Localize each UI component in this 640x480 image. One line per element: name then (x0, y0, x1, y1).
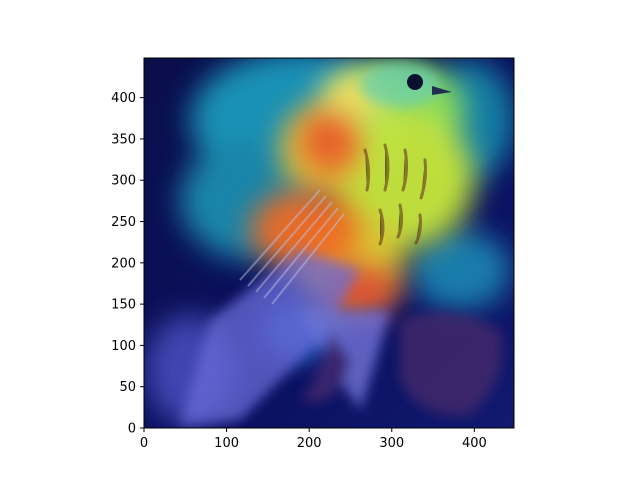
plot-frame (143, 57, 515, 429)
y-tick-label: 0 (128, 422, 136, 437)
y-tick-label: 150 (111, 298, 136, 313)
x-tick-label: 200 (297, 436, 322, 451)
x-axis: 0 100 200 300 400 (140, 428, 487, 451)
x-tick-label: 0 (140, 436, 148, 451)
y-tick-label: 50 (119, 380, 136, 395)
heatmap-image (144, 58, 514, 428)
x-tick-label: 100 (214, 436, 239, 451)
x-tick-label: 400 (462, 436, 487, 451)
y-axis: 0 50 100 150 200 250 300 350 400 (111, 91, 144, 437)
y-tick-label: 250 (111, 215, 136, 230)
x-tick-label: 300 (379, 436, 404, 451)
y-tick-label: 200 (111, 256, 136, 271)
y-tick-label: 400 (111, 91, 136, 106)
y-tick-label: 300 (111, 174, 136, 189)
y-tick-label: 350 (111, 132, 136, 147)
y-tick-label: 100 (111, 339, 136, 354)
